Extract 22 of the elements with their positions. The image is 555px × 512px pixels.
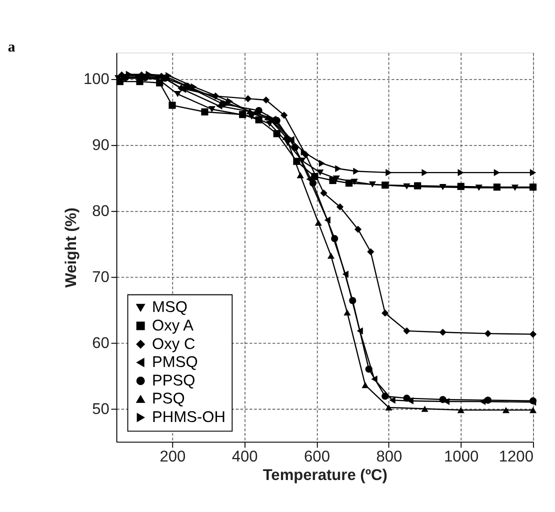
x-tick-label: 800: [376, 448, 402, 466]
x-axis-title: Temperature (ºC): [262, 466, 388, 484]
x-tick-label: 400: [232, 448, 258, 466]
legend-label: PHMS-OH: [152, 409, 226, 426]
y-axis-title: Weight (%): [63, 208, 80, 288]
text: a: [8, 40, 16, 56]
y-tick-label: 100: [83, 70, 110, 88]
y-tick-label: 60: [92, 334, 110, 352]
legend-label: PSQ: [152, 390, 185, 408]
legend-label: PMSQ: [152, 354, 198, 372]
y-tick-label: 50: [92, 400, 110, 418]
legend-label: PPSQ: [152, 372, 196, 390]
x-tick-label: 1200: [498, 448, 534, 466]
x-tick-label: 1000: [444, 448, 479, 466]
legend-label: MSQ: [152, 299, 188, 316]
legend-label: Oxy C: [152, 336, 196, 353]
y-tick-label: 70: [92, 268, 110, 286]
x-tick-label: 600: [304, 448, 330, 466]
x-tick-label: 200: [160, 448, 186, 466]
y-tick-label: 80: [92, 202, 110, 220]
y-tick-label: 90: [92, 136, 110, 154]
legend-label: Oxy A: [152, 317, 194, 334]
